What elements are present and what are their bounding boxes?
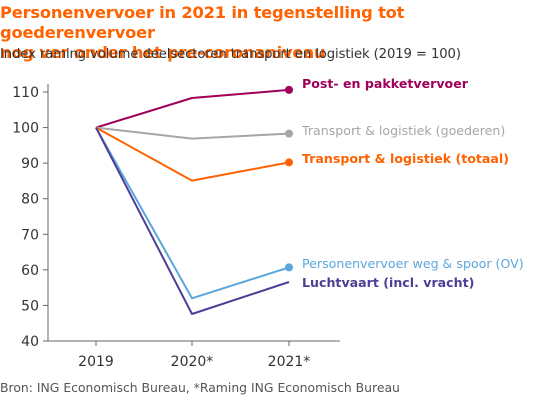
x-tick-label: 2021* [268, 354, 311, 370]
series-label: Transport & logistiek (totaal) [302, 151, 509, 166]
series-line [95, 127, 290, 300]
chart-title-line-2: nog ver onder het pre-coronaniveau [0, 43, 326, 62]
y-tick-label: 90 [21, 156, 39, 172]
series-label: Luchtvaart (incl. vracht) [302, 275, 474, 290]
series-label: Transport & logistiek (goederen) [301, 123, 505, 138]
series-end-marker [285, 85, 293, 94]
y-tick-label: 60 [21, 263, 39, 279]
y-tick-label: 40 [21, 334, 39, 350]
series-line [95, 126, 290, 140]
y-tick-label: 50 [21, 298, 39, 314]
chart-subtitle: Index raming volume deelsectoren transpo… [0, 47, 461, 62]
series-line [95, 126, 290, 182]
x-tick-label: 2020* [171, 354, 214, 370]
y-tick-label: 80 [21, 192, 39, 208]
source-note: Bron: ING Economisch Bureau, *Raming ING… [0, 380, 400, 395]
y-tick-label: 110 [12, 85, 39, 101]
x-tick-label: 2019 [78, 354, 114, 370]
chart-title: Personenvervoer in 2021 in tegenstelling… [0, 3, 548, 63]
series-label: Personenvervoer weg & spoor (OV) [302, 256, 524, 271]
series-line [95, 127, 290, 315]
series-label: Post- en pakketvervoer [302, 76, 469, 91]
y-tick-label: 100 [12, 121, 39, 137]
series-end-marker [285, 129, 293, 138]
chart-title-line-1: Personenvervoer in 2021 in tegenstelling… [0, 3, 405, 42]
y-tick-label: 70 [21, 227, 39, 243]
series-end-marker [285, 158, 293, 167]
series-line [95, 88, 290, 129]
series-end-marker [285, 263, 293, 272]
